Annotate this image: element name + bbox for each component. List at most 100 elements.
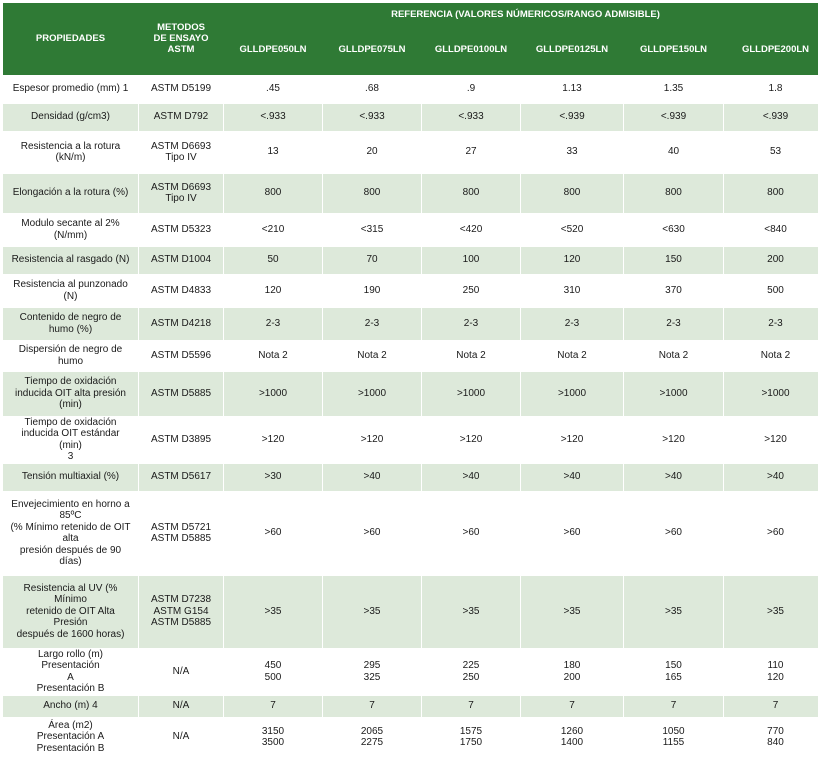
table-row: Resistencia al UV (% Mínimo retenido de … bbox=[2, 574, 818, 649]
table-row: Espesor promedio (mm) 1 ASTM D5199.45.68.… bbox=[2, 74, 818, 104]
property-cell: Modulo secante al 2% (N/mm) bbox=[2, 212, 139, 247]
table-row: Tensión multiaxial (%) ASTM D5617 >30 >40 >4… bbox=[2, 462, 818, 492]
value-cell: 1260 1400 bbox=[520, 716, 624, 758]
table-row: Tiempo de oxidación inducida OIT estánda… bbox=[2, 415, 818, 464]
method-cell: ASTM D6693 Tipo IV bbox=[138, 130, 224, 174]
method-cell: ASTM D5199 bbox=[138, 74, 224, 104]
value-cell: >1000 bbox=[722, 370, 818, 417]
property-cell: Resistencia al UV (% Mínimo retenido de … bbox=[2, 574, 139, 649]
property-cell: Tensión multiaxial (%) bbox=[2, 462, 139, 492]
method-cell: ASTM D5596 bbox=[138, 339, 224, 372]
value-cell: 7 bbox=[322, 694, 422, 718]
value-cell: >120 bbox=[421, 415, 521, 464]
value-cell: >60 bbox=[623, 490, 724, 576]
value-cell: 2-3 bbox=[722, 306, 818, 341]
table-row: Resistencia al punzonado (N) ASTM D4833 12… bbox=[2, 273, 818, 308]
method-cell: ASTM D1004 bbox=[138, 245, 224, 275]
table-row: Modulo secante al 2% (N/mm) ASTM D5323 <21… bbox=[2, 212, 818, 247]
value-cell: >35 bbox=[421, 574, 521, 649]
property-cell: Largo rollo (m) Presentación A Presentac… bbox=[2, 647, 139, 696]
value-cell: 370 bbox=[623, 273, 724, 308]
value-cell: Nota 2 bbox=[520, 339, 624, 372]
property-cell: Dispersión de negro de humo bbox=[2, 339, 139, 372]
value-cell: 70 bbox=[322, 245, 422, 275]
value-cell: 450 500 bbox=[223, 647, 323, 696]
property-cell: Área (m2) Presentación A Presentación B bbox=[2, 716, 139, 758]
table-row: Ancho (m) 4 N/A 7 7 7 7 7 7 bbox=[2, 694, 818, 718]
table-row: Largo rollo (m) Presentación A Presentac… bbox=[2, 647, 818, 696]
method-cell: ASTM D5323 bbox=[138, 212, 224, 247]
value-cell: 225 250 bbox=[421, 647, 521, 696]
table-row: Densidad (g/cm3) ASTM D792 <.933 <.933 <.933… bbox=[2, 102, 818, 132]
value-cell: >1000 bbox=[223, 370, 323, 417]
value-cell: 800 bbox=[623, 172, 724, 214]
header-product: GLLDPE0125LN bbox=[520, 25, 624, 75]
value-cell: >35 bbox=[322, 574, 422, 649]
value-cell: Nota 2 bbox=[623, 339, 724, 372]
value-cell: 20 bbox=[322, 130, 422, 174]
value-cell: >35 bbox=[623, 574, 724, 649]
value-cell: 120 bbox=[520, 245, 624, 275]
value-cell: 150 165 bbox=[623, 647, 724, 696]
value-cell: 1.8 bbox=[722, 74, 818, 104]
value-cell: >1000 bbox=[421, 370, 521, 417]
value-cell: <.933 bbox=[223, 102, 323, 132]
method-cell: N/A bbox=[138, 647, 224, 696]
value-cell: <210 bbox=[223, 212, 323, 247]
value-cell: 800 bbox=[223, 172, 323, 214]
table-row: Resistencia a la rotura (kN/m) ASTM D6693… bbox=[2, 130, 818, 174]
value-cell: <.939 bbox=[623, 102, 724, 132]
value-cell: Nota 2 bbox=[223, 339, 323, 372]
header-product: GLLDPE200LN bbox=[723, 25, 818, 75]
value-cell: 250 bbox=[421, 273, 521, 308]
value-cell: >120 bbox=[223, 415, 323, 464]
value-cell: <630 bbox=[623, 212, 724, 247]
table-row: Dispersión de negro de humo ASTM D5596 Not… bbox=[2, 339, 818, 372]
property-cell: Contenido de negro de humo (%) bbox=[2, 306, 139, 341]
value-cell: 120 bbox=[223, 273, 323, 308]
table-row: Elongación a la rotura (%) ASTM D6693 Tip… bbox=[2, 172, 818, 214]
property-cell: Ancho (m) 4 bbox=[2, 694, 139, 718]
value-cell: >40 bbox=[623, 462, 724, 492]
method-cell: ASTM D5617 bbox=[138, 462, 224, 492]
value-cell: <.939 bbox=[722, 102, 818, 132]
value-cell: >40 bbox=[322, 462, 422, 492]
value-cell: >120 bbox=[623, 415, 724, 464]
table-body: Espesor promedio (mm) 1 ASTM D5199.45.68.… bbox=[2, 74, 818, 758]
property-cell: Resistencia al punzonado (N) bbox=[2, 273, 139, 308]
header-product: GLLDPE075LN bbox=[322, 25, 422, 75]
value-cell: 800 bbox=[520, 172, 624, 214]
value-cell: 800 bbox=[322, 172, 422, 214]
value-cell: 2-3 bbox=[520, 306, 624, 341]
header-referencia: REFERENCIA (VALORES NÚMERICOS/RANGO ADMI… bbox=[223, 3, 818, 25]
value-cell: >35 bbox=[223, 574, 323, 649]
value-cell: Nota 2 bbox=[421, 339, 521, 372]
value-cell: Nota 2 bbox=[322, 339, 422, 372]
value-cell: 190 bbox=[322, 273, 422, 308]
method-cell: ASTM D792 bbox=[138, 102, 224, 132]
value-cell: 1.35 bbox=[623, 74, 724, 104]
header-product: GLLDPE0100LN bbox=[421, 25, 521, 75]
value-cell: <520 bbox=[520, 212, 624, 247]
property-cell: Envejecimiento en horno a 85ºC (% Mínimo… bbox=[2, 490, 139, 576]
value-cell: 53 bbox=[722, 130, 818, 174]
value-cell: >1000 bbox=[520, 370, 624, 417]
property-cell: Resistencia al rasgado (N) bbox=[2, 245, 139, 275]
header-product: GLLDPE150LN bbox=[623, 25, 724, 75]
value-cell: >120 bbox=[722, 415, 818, 464]
value-cell: >35 bbox=[722, 574, 818, 649]
value-cell: 2-3 bbox=[623, 306, 724, 341]
value-cell: >60 bbox=[223, 490, 323, 576]
property-cell: Elongación a la rotura (%) bbox=[2, 172, 139, 214]
value-cell: 1575 1750 bbox=[421, 716, 521, 758]
value-cell: 7 bbox=[421, 694, 521, 718]
specifications-table: PROPIEDADES METODOS DE ENSAYO ASTM REFER… bbox=[2, 3, 818, 758]
header-product: GLLDPE050LN bbox=[223, 25, 323, 75]
value-cell: 800 bbox=[722, 172, 818, 214]
table-row: Contenido de negro de humo (%) ASTM D4218… bbox=[2, 306, 818, 341]
value-cell: 40 bbox=[623, 130, 724, 174]
value-cell: >120 bbox=[322, 415, 422, 464]
property-cell: Espesor promedio (mm) 1 bbox=[2, 74, 139, 104]
method-cell: ASTM D7238 ASTM G154 ASTM D5885 bbox=[138, 574, 224, 649]
